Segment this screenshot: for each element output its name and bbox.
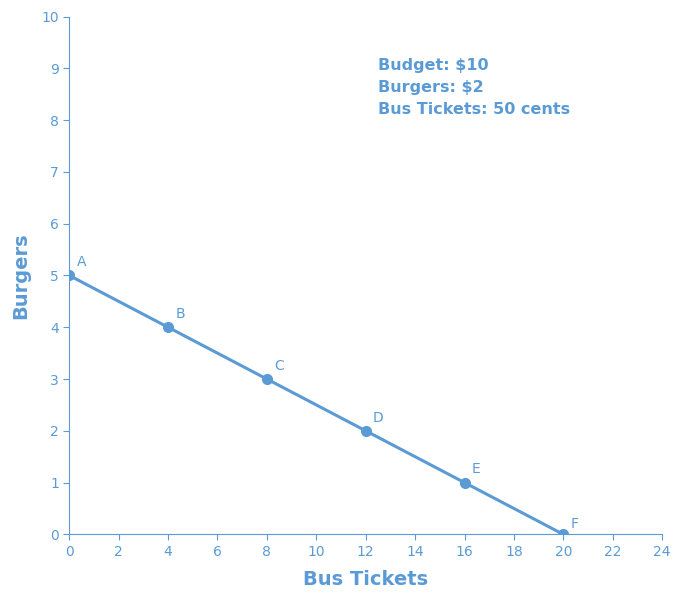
Point xyxy=(261,374,272,384)
Text: D: D xyxy=(373,410,384,425)
X-axis label: Bus Tickets: Bus Tickets xyxy=(303,570,428,589)
Y-axis label: Burgers: Burgers xyxy=(11,232,30,319)
Text: C: C xyxy=(274,359,284,373)
Text: F: F xyxy=(571,517,579,531)
Point xyxy=(162,322,173,332)
Point xyxy=(64,271,75,280)
Point xyxy=(558,530,569,539)
Text: E: E xyxy=(472,463,481,476)
Point xyxy=(360,426,371,436)
Text: B: B xyxy=(175,307,185,321)
Text: Budget: $10
Burgers: $2
Bus Tickets: 50 cents: Budget: $10 Burgers: $2 Bus Tickets: 50 … xyxy=(378,58,570,118)
Point xyxy=(459,478,470,487)
Text: A: A xyxy=(76,255,86,269)
